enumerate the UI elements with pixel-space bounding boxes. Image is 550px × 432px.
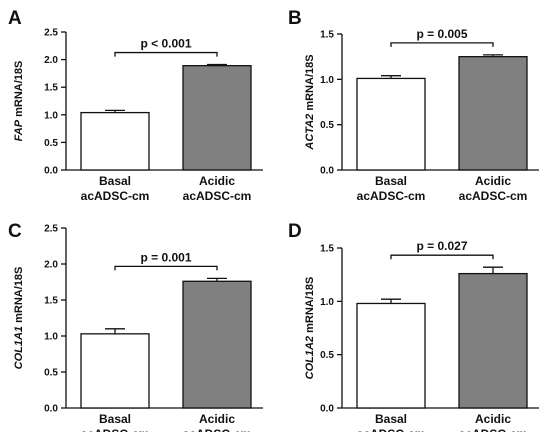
category-label: Basal — [375, 412, 407, 426]
category-label: acADSC-cm — [81, 189, 150, 203]
gene-name: FAP — [13, 119, 25, 141]
category-label: Acidic — [475, 174, 511, 188]
panel-letter: D — [288, 221, 302, 242]
y-axis-unit: mRNA/18S — [304, 277, 316, 336]
y-tick-label: 1.5 — [320, 244, 334, 255]
y-tick-label: 1.0 — [44, 332, 58, 343]
significance-bracket — [390, 254, 494, 260]
gene-name: ACTA2 — [304, 114, 316, 151]
y-axis-unit: mRNA/18S — [13, 267, 25, 326]
bar-basal — [80, 333, 150, 409]
category-label: acADSC-cm — [81, 427, 150, 432]
y-tick-label: 2.5 — [44, 28, 58, 39]
y-tick-label: 1.0 — [320, 297, 334, 308]
bar-acidic — [182, 280, 252, 409]
p-value-label: p = 0.005 — [416, 27, 467, 41]
y-tick-label: 1.5 — [44, 83, 58, 94]
significance-bracket — [114, 265, 218, 271]
category-label: Acidic — [475, 412, 511, 426]
y-tick-label: 1.0 — [44, 110, 58, 121]
y-tick-label: 0.0 — [44, 166, 58, 177]
y-tick-label: 1.5 — [320, 30, 334, 41]
category-label: acADSC-cm — [459, 189, 528, 203]
panel-letter: A — [8, 8, 22, 29]
y-tick-label: 2.0 — [44, 260, 58, 271]
bar-basal — [356, 77, 426, 171]
category-label: Basal — [99, 174, 131, 188]
category-label: acADSC-cm — [183, 189, 252, 203]
category-label: acADSC-cm — [357, 427, 426, 432]
y-axis-unit: mRNA/18S — [13, 61, 25, 120]
y-tick-label: 0.5 — [44, 368, 58, 379]
bar-basal — [356, 302, 426, 409]
bar-acidic — [458, 272, 528, 409]
p-value-label: p = 0.027 — [416, 239, 467, 253]
gene-name: COL1A1 — [13, 326, 25, 369]
y-tick-label: 0.0 — [320, 404, 334, 415]
y-axis-unit: mRNA/18S — [304, 54, 316, 113]
y-axis-title: ACTA2 mRNA/18S — [304, 54, 316, 150]
y-tick-label: 1.0 — [320, 75, 334, 86]
bar-acidic — [458, 56, 528, 171]
y-tick-label: 2.5 — [44, 224, 58, 235]
y-tick-label: 1.5 — [44, 296, 58, 307]
significance-bracket — [114, 51, 218, 57]
category-label: acADSC-cm — [183, 427, 252, 432]
panel-letter: B — [288, 8, 302, 29]
gene-name: COL1A2 — [304, 336, 316, 379]
y-tick-label: 0.0 — [44, 404, 58, 415]
p-value-label: p = 0.001 — [140, 250, 191, 264]
y-tick-label: 0.5 — [320, 350, 334, 361]
bar-acidic — [182, 65, 252, 171]
p-value-label: p < 0.001 — [140, 37, 191, 51]
y-axis-title: COL1A1 mRNA/18S — [13, 267, 25, 370]
category-label: acADSC-cm — [459, 427, 528, 432]
panel-letter: C — [8, 221, 22, 242]
y-tick-label: 0.5 — [44, 138, 58, 149]
y-tick-label: 2.0 — [44, 55, 58, 66]
category-label: acADSC-cm — [357, 189, 426, 203]
category-label: Acidic — [199, 412, 235, 426]
significance-bracket — [390, 42, 494, 47]
y-axis-title: FAP mRNA/18S — [13, 61, 25, 142]
y-tick-label: 0.5 — [320, 120, 334, 131]
category-label: Basal — [99, 412, 131, 426]
y-axis-title: COL1A2 mRNA/18S — [304, 277, 316, 380]
category-label: Basal — [375, 174, 407, 188]
category-label: Acidic — [199, 174, 235, 188]
bar-basal — [80, 111, 150, 171]
y-tick-label: 0.0 — [320, 166, 334, 177]
